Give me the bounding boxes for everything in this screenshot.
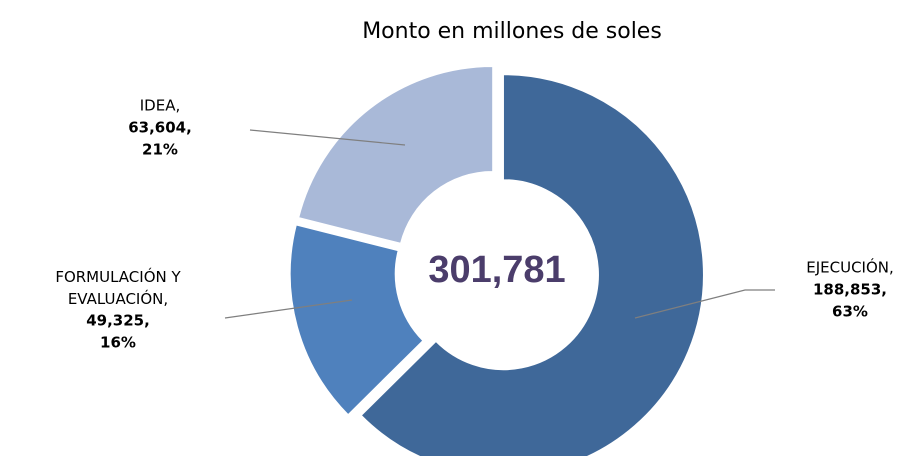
data-label-value: 188,853, [813,281,887,299]
slice [289,224,424,416]
data-label-percent: 21% [142,141,178,159]
data-label-name: IDEA, [140,97,180,115]
leader-line [224,299,353,319]
slice [360,74,704,456]
leader-line [249,129,406,146]
data-label-percent: 16% [100,334,136,352]
data-label-value: 63,604, [128,119,192,137]
leader-line [634,289,775,319]
total-label: 301,781 [428,249,565,291]
data-label-name: EJECUCIÓN, [806,258,894,277]
data-label-name: FORMULACIÓN Y EVALUACIÓN, [55,267,181,308]
data-label-percent: 63% [832,303,868,321]
chart-title: Monto en millones de soles [362,19,662,44]
data-label-value: 49,325, [86,312,150,330]
slice [298,65,494,244]
